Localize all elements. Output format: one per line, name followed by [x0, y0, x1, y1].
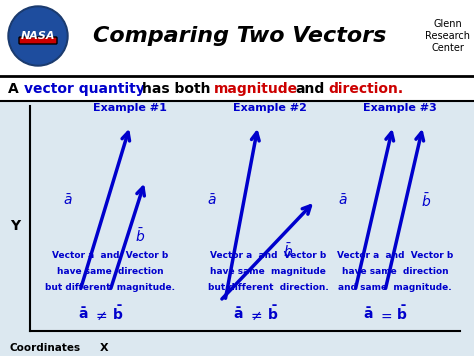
Bar	[0, 76, 474, 356]
Text: but different  magnitude.: but different magnitude.	[45, 283, 175, 293]
Text: have same  magnitude: have same magnitude	[210, 267, 326, 277]
Text: have same  direction: have same direction	[342, 267, 448, 277]
Text: vector quantity: vector quantity	[24, 82, 145, 96]
Text: $\neq$: $\neq$	[92, 309, 108, 323]
Text: Vector a  and  Vector b: Vector a and Vector b	[337, 251, 453, 261]
Text: but different  direction.: but different direction.	[208, 283, 328, 293]
Text: has both: has both	[142, 82, 210, 96]
Text: Comparing Two Vectors: Comparing Two Vectors	[93, 26, 387, 46]
Text: Example #3: Example #3	[363, 103, 437, 113]
Text: Vector a  and  Vector b: Vector a and Vector b	[210, 251, 326, 261]
Text: $\mathregular{\bar{b}}$: $\mathregular{\bar{b}}$	[267, 305, 279, 323]
Text: $\bar{a}$: $\bar{a}$	[338, 194, 348, 208]
Text: $\bar{b}$: $\bar{b}$	[283, 242, 293, 260]
Bar	[0, 0, 474, 76]
FancyBboxPatch shape	[19, 37, 57, 44]
Text: $\bar{a}$: $\bar{a}$	[207, 194, 217, 208]
Text: A: A	[8, 82, 19, 96]
Text: Example #1: Example #1	[93, 103, 167, 113]
Text: $\mathregular{\bar{b}}$: $\mathregular{\bar{b}}$	[112, 305, 124, 323]
Text: $\bar{a}$: $\bar{a}$	[63, 194, 73, 208]
Text: X: X	[100, 343, 109, 353]
Text: Example #2: Example #2	[233, 103, 307, 113]
Text: have same  direction: have same direction	[57, 267, 164, 277]
Text: Coordinates: Coordinates	[10, 343, 81, 353]
Text: direction.: direction.	[328, 82, 403, 96]
Text: $\mathregular{\bar{b}}$: $\mathregular{\bar{b}}$	[396, 305, 408, 323]
Text: $\mathregular{\bar{a}}$: $\mathregular{\bar{a}}$	[363, 306, 373, 322]
Text: $\bar{b}$: $\bar{b}$	[135, 227, 145, 245]
Text: $=$: $=$	[378, 309, 392, 323]
Text: and same  magnitude.: and same magnitude.	[338, 283, 452, 293]
Circle shape	[10, 8, 66, 64]
Text: $\neq$: $\neq$	[247, 309, 263, 323]
Text: Y: Y	[10, 219, 20, 233]
Text: $\mathregular{\bar{a}}$: $\mathregular{\bar{a}}$	[78, 306, 88, 322]
Text: NASA: NASA	[21, 31, 55, 41]
Text: Vector a  and  Vector b: Vector a and Vector b	[52, 251, 168, 261]
Text: and: and	[295, 82, 324, 96]
Bar	[0, 76, 474, 101]
Text: $\bar{b}$: $\bar{b}$	[421, 192, 431, 210]
Circle shape	[8, 6, 68, 66]
Text: Glenn
Research
Center: Glenn Research Center	[426, 19, 471, 53]
Text: magnitude: magnitude	[214, 82, 298, 96]
Text: $\mathregular{\bar{a}}$: $\mathregular{\bar{a}}$	[233, 306, 243, 322]
